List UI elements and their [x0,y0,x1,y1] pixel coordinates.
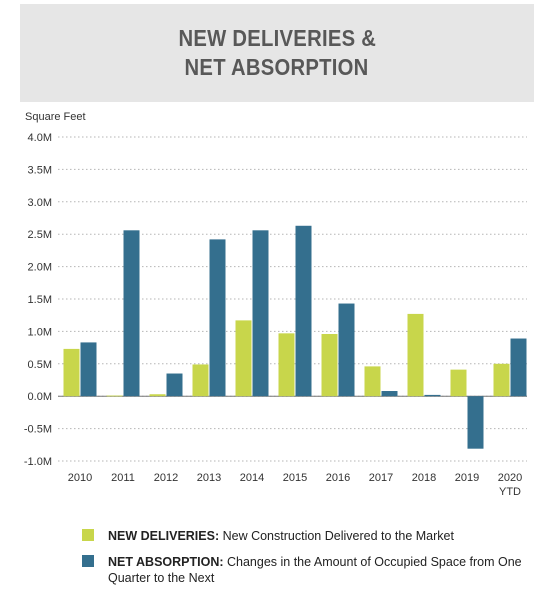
x-tick-label: 2015 [283,472,307,484]
bar-absorption [510,338,527,397]
y-tick-label: 1.0M [28,326,52,338]
bar-absorption [424,394,441,397]
bar-deliveries [63,348,80,397]
bar-absorption [209,239,226,397]
bar-absorption [467,396,484,449]
y-tick-label: 2.5M [28,229,52,241]
y-tick-label: 1.5M [28,294,52,306]
legend-desc-deliveries: New Construction Delivered to the Market [222,529,454,543]
x-tick-label: 2017 [369,472,393,484]
y-axis-label: Square Feet [25,111,86,123]
bar-deliveries [493,363,510,397]
legend-swatch-absorption [82,555,94,567]
bar-absorption [381,391,398,397]
bar-deliveries [407,313,424,397]
legend-item-deliveries: NEW DELIVERIES: New Construction Deliver… [82,528,528,544]
chart-title-line-1: NEW DELIVERIES & [178,25,376,51]
legend: NEW DELIVERIES: New Construction Deliver… [82,528,528,586]
x-tick-label: 2016 [326,472,350,484]
y-tick-label: 3.5M [28,164,52,176]
bar-deliveries [278,333,295,397]
bar-absorption [295,225,312,397]
y-tick-label: 0.0M [28,391,52,403]
bar-deliveries [364,366,381,397]
chart-header: NEW DELIVERIES & NET ABSORPTION [20,4,534,102]
legend-title-deliveries: NEW DELIVERIES: [108,529,223,543]
y-tick-label: 2.0M [28,262,52,274]
bar-absorption [80,342,97,397]
x-tick-label: 2012 [154,472,178,484]
x-tick-label: 2019 [455,472,479,484]
x-tick-label: 2014 [240,472,264,484]
bar-deliveries [450,369,467,397]
bar-absorption [123,230,140,397]
bar-absorption [338,303,355,397]
y-tick-label: 3.0M [28,197,52,209]
y-tick-label: 0.5M [28,359,52,371]
legend-swatch-deliveries [82,529,94,541]
y-tick-label: -0.5M [24,424,52,436]
y-tick-label: 4.0M [28,132,52,144]
bar-deliveries [149,394,166,397]
legend-title-absorption: NET ABSORPTION: [108,555,227,569]
legend-item-absorption: NET ABSORPTION: Changes in the Amount of… [82,554,528,586]
x-tick-label: 2018 [412,472,436,484]
x-tick-label: 2011 [111,472,135,484]
bar-deliveries [192,364,209,397]
bar-deliveries [321,333,338,397]
x-tick-sublabel: YTD [499,486,521,498]
chart-title-line-2: NET ABSORPTION [184,54,369,80]
bar-absorption [166,373,183,397]
legend-desc-absorption: Changes in the Amount of Occupied Space … [108,555,522,585]
x-tick-label: 2020 [498,472,522,484]
bar-deliveries [106,395,123,397]
bar-deliveries [235,320,252,397]
x-tick-label: 2010 [68,472,92,484]
bar-absorption [252,230,269,397]
y-tick-label: -1.0M [24,456,52,468]
x-tick-label: 2013 [197,472,221,484]
